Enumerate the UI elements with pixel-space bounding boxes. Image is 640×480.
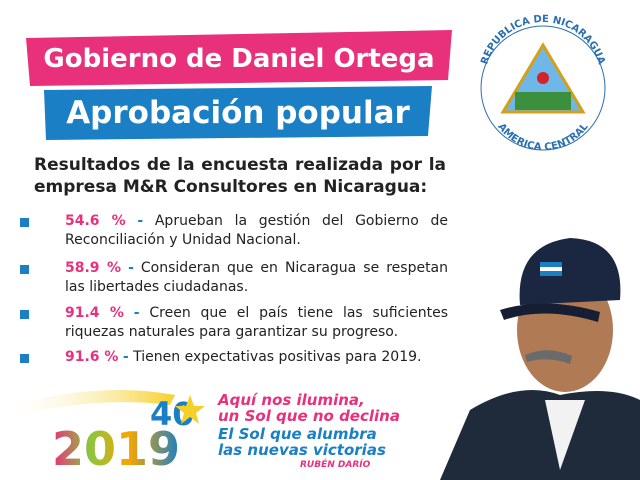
year: 2019 xyxy=(52,422,180,476)
bullet xyxy=(20,354,29,363)
separator: - xyxy=(133,305,140,321)
item-text: 91.4 % - Creen que el país tiene las suf… xyxy=(65,304,448,342)
bullet-item: 54.6 % - Aprueban la gestión del Gobiern… xyxy=(20,212,448,250)
intro: Resultados de la encuesta realizada por … xyxy=(34,155,446,197)
description: Tienen expectativas positivas para 2019. xyxy=(133,349,422,365)
bullet-item: 91.4 % - Creen que el país tiene las suf… xyxy=(20,304,448,342)
separator: - xyxy=(137,213,144,229)
percent: 91.6 % xyxy=(65,349,119,365)
title: Gobierno de Daniel Ortega xyxy=(43,44,435,74)
item-text: 54.6 % - Aprueban la gestión del Gobiern… xyxy=(65,212,448,250)
title-banner xyxy=(26,30,452,86)
description: Creen que el país tiene las suficientes … xyxy=(65,305,449,340)
separator: - xyxy=(128,260,134,276)
percent: 91.4 % xyxy=(65,305,124,321)
portrait xyxy=(440,238,640,480)
subtitle: Aprobación popular xyxy=(66,95,410,131)
sun-ray xyxy=(0,390,175,420)
bullet-item: 58.9 % - Consideran que en Nicaragua se … xyxy=(20,259,448,297)
quote-line: las nuevas victorias xyxy=(218,441,386,459)
percent: 54.6 % xyxy=(65,213,126,229)
quote-line: El Sol que alumbra xyxy=(218,425,377,443)
bullet xyxy=(20,265,29,274)
bullet xyxy=(20,218,29,227)
item-text: 58.9 % - Consideran que en Nicaragua se … xyxy=(65,259,448,297)
quote-line: Aquí nos ilumina, xyxy=(218,391,365,409)
description: Consideran que en Nicaragua se respetan … xyxy=(65,260,449,295)
description: Aprueban la gestión del Gobierno de Reco… xyxy=(65,213,448,248)
quote-author: RUBÉN DARÍO xyxy=(300,460,371,470)
seal: REPUBLICA DE NICARAGUA AMERICA CENTRAL xyxy=(479,14,606,153)
star xyxy=(175,395,205,424)
separator: - xyxy=(122,349,129,365)
bullet-item: 91.6 % - Tienen expectativas positivas p… xyxy=(20,348,448,367)
bullet xyxy=(20,310,29,319)
item-text: 91.6 % - Tienen expectativas positivas p… xyxy=(65,348,448,367)
percent: 58.9 % xyxy=(65,260,122,276)
quote-line: un Sol que no declina xyxy=(218,407,400,425)
subtitle-banner xyxy=(44,86,432,140)
